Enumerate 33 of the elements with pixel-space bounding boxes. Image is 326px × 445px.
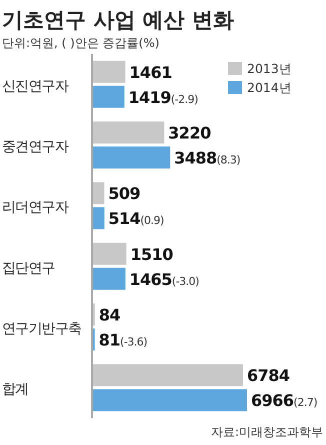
bar xyxy=(93,182,104,204)
data-label: 84 xyxy=(98,306,120,324)
bar xyxy=(93,122,164,144)
y-tick-label: 집단연구 xyxy=(2,260,55,276)
y-tick-label: 중견연구자 xyxy=(2,139,69,155)
bar xyxy=(93,389,247,412)
y-tick-label: 합계 xyxy=(2,382,28,398)
bar xyxy=(93,242,126,265)
y-tick-label: 연구기반구축 xyxy=(2,321,82,337)
data-label: 1419(-2.9) xyxy=(128,88,198,107)
bar xyxy=(93,146,170,168)
data-label: 3488(8.3) xyxy=(174,148,240,168)
data-label: 6784 xyxy=(246,366,290,386)
bar xyxy=(93,268,126,290)
bar xyxy=(93,207,104,230)
data-label: 509 xyxy=(108,184,141,204)
data-label: 1465(-3.0) xyxy=(129,270,200,289)
y-tick-label: 리더연구자 xyxy=(2,200,69,216)
data-label: 81(-3.6) xyxy=(98,330,148,350)
data-label: 514(0.9) xyxy=(108,209,164,228)
bar xyxy=(93,364,243,386)
data-label: 3220 xyxy=(168,124,212,142)
bar xyxy=(93,86,124,108)
chart-subtitle: 단위:억원, ( )안은 증감률(%) xyxy=(2,36,160,50)
data-label: 1461 xyxy=(129,62,172,82)
bar xyxy=(93,60,126,83)
legend-label: 2013년 xyxy=(247,61,292,76)
legend-label: 2014년 xyxy=(247,80,292,95)
data-label: 6966(2.7) xyxy=(251,391,318,410)
chart-title: 기초연구 사업 예산 변화 xyxy=(2,8,234,32)
data-label: 1510 xyxy=(130,244,174,264)
y-tick-label: 신진연구자 xyxy=(2,78,69,94)
text: 자료:미래창조과학부 xyxy=(210,425,323,439)
